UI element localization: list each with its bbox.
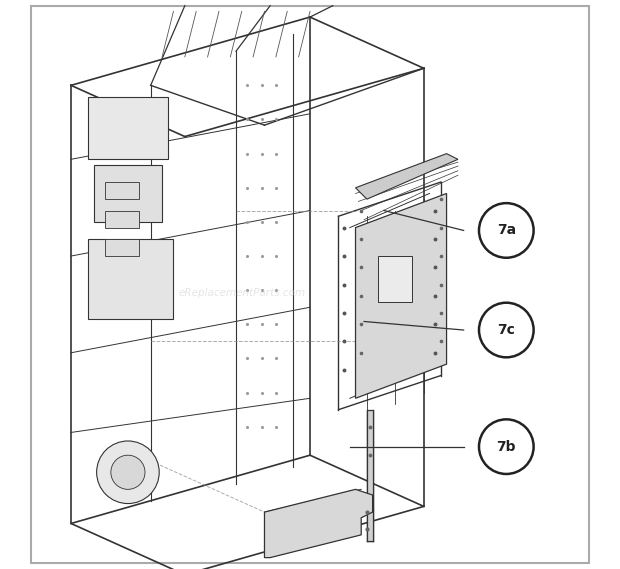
Text: eReplacementParts.com: eReplacementParts.com — [178, 288, 305, 298]
Polygon shape — [355, 193, 446, 398]
FancyBboxPatch shape — [88, 239, 174, 319]
FancyBboxPatch shape — [94, 165, 162, 222]
Circle shape — [479, 419, 534, 474]
Circle shape — [111, 455, 145, 489]
Bar — [105, 239, 140, 256]
Bar — [378, 256, 412, 302]
Circle shape — [97, 441, 159, 504]
Bar — [361, 239, 389, 279]
Circle shape — [479, 203, 534, 258]
FancyBboxPatch shape — [88, 97, 168, 159]
Text: 7b: 7b — [497, 440, 516, 453]
Bar — [105, 182, 140, 199]
Circle shape — [479, 303, 534, 357]
Polygon shape — [265, 489, 373, 558]
Text: 7c: 7c — [497, 323, 515, 337]
Bar — [105, 211, 140, 228]
Polygon shape — [367, 410, 373, 541]
Text: 7a: 7a — [497, 224, 516, 237]
Polygon shape — [355, 154, 458, 199]
